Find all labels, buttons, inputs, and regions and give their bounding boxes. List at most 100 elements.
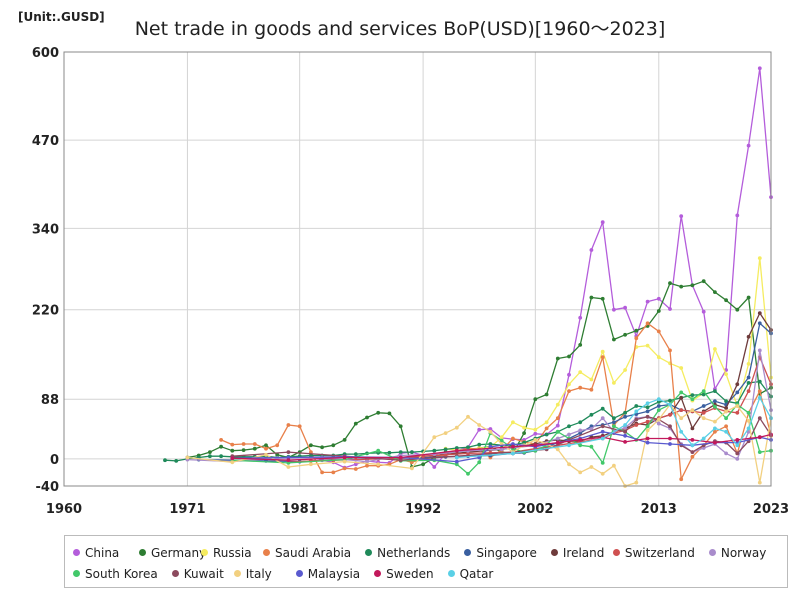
data-point-netherlands (724, 399, 728, 404)
data-point-south-korea (600, 461, 605, 465)
data-point-saudi-arabia (600, 355, 605, 360)
data-point-saudi-arabia (544, 426, 549, 431)
data-point-germany (735, 307, 740, 312)
data-point-ireland (735, 382, 740, 387)
data-point-china (600, 220, 605, 225)
legend-label: Norway (720, 545, 767, 560)
data-point-sweden (623, 440, 627, 444)
data-point-south-korea (713, 404, 717, 409)
data-point-russia (656, 355, 661, 360)
data-point-south-korea (589, 444, 594, 449)
y-tick-label: 88 (41, 393, 59, 408)
data-point-saudi-arabia (578, 385, 583, 390)
data-point-qatar (511, 451, 515, 456)
data-point-sweden (713, 440, 717, 445)
data-point-south-korea (701, 389, 706, 393)
data-point-china (735, 213, 740, 218)
data-point-sweden (511, 444, 515, 449)
grid-lines (63, 51, 772, 487)
data-point-germany (623, 332, 627, 337)
data-point-china (679, 214, 684, 219)
data-point-germany (724, 298, 728, 303)
data-point-netherlands (309, 453, 313, 458)
data-point-italy (634, 480, 639, 485)
data-point-norway (499, 447, 504, 452)
data-point-netherlands (522, 440, 526, 445)
data-point-saudi-arabia (410, 460, 414, 465)
data-point-qatar (668, 402, 672, 407)
data-point-germany (208, 450, 212, 454)
data-point-qatar (701, 436, 706, 441)
data-point-singapore (746, 375, 751, 380)
data-point-italy (690, 408, 695, 412)
data-point-china (757, 66, 762, 71)
legend-label: South Korea (85, 566, 158, 581)
data-point-china (555, 423, 560, 428)
data-point-china (578, 315, 583, 320)
data-point-china (668, 307, 672, 311)
legend-item-singapore: Singapore (464, 542, 537, 563)
series-line-russia (445, 257, 772, 451)
data-point-sweden (735, 438, 740, 442)
data-point-netherlands (488, 442, 493, 446)
series-russia (443, 256, 773, 452)
data-point-germany (275, 452, 280, 457)
legend-item-switzerland: Switzerland (612, 542, 695, 563)
series-line-malaysia (232, 431, 772, 463)
data-point-germany (342, 438, 347, 442)
data-point-netherlands (713, 389, 717, 393)
data-point-ireland (690, 426, 695, 431)
legend-label: Italy (245, 566, 272, 581)
data-point-china (746, 143, 751, 148)
data-point-south-korea (690, 397, 695, 402)
data-point-saudi-arabia (668, 348, 672, 353)
data-point-germany (331, 443, 336, 448)
data-point-south-korea (724, 416, 728, 421)
data-point-italy (555, 447, 560, 452)
data-point-south-korea (746, 410, 751, 415)
data-point-italy (757, 480, 762, 485)
plot-frame (63, 51, 772, 487)
legend-marker-icon (295, 570, 303, 577)
data-point-netherlands (645, 405, 650, 410)
data-point-netherlands (623, 410, 627, 415)
data-point-germany (600, 296, 605, 301)
series-line-sweden (232, 433, 772, 461)
data-point-singapore (623, 414, 627, 419)
x-tick-label: 2013 (641, 502, 677, 517)
y-tick-label: 340 (32, 222, 59, 237)
data-point-saudi-arabia (724, 424, 728, 429)
y-tick-label: 0 (50, 453, 59, 468)
data-point-singapore (757, 321, 762, 326)
data-point-russia (533, 427, 538, 432)
data-point-germany (701, 279, 706, 284)
data-point-kuwait (398, 458, 403, 463)
data-point-china (353, 462, 358, 467)
data-point-sweden (668, 436, 672, 441)
data-point-germany (567, 354, 571, 359)
data-point-russia (511, 420, 515, 425)
data-point-germany (264, 443, 268, 448)
data-point-netherlands (578, 420, 583, 425)
data-point-norway (701, 446, 706, 450)
legend-marker-icon (708, 549, 716, 556)
data-point-norway (623, 425, 627, 430)
data-point-ireland (724, 406, 728, 410)
data-point-italy (645, 428, 650, 433)
data-point-saudi-arabia (567, 389, 571, 393)
data-point-italy (185, 455, 190, 460)
data-point-switzerland (679, 408, 684, 412)
legend-label: Kuwait (183, 566, 224, 581)
data-point-qatar (757, 395, 762, 400)
legend-label: Malaysia (307, 566, 361, 581)
data-point-china (567, 372, 571, 377)
legend-marker-icon (171, 570, 179, 577)
data-point-italy (230, 460, 235, 465)
data-point-netherlands (454, 446, 459, 450)
y-tick-label: 470 (32, 134, 59, 149)
data-point-norway (365, 459, 369, 464)
data-point-sweden (690, 438, 695, 442)
data-point-saudi-arabia (555, 416, 560, 421)
data-point-ireland (757, 311, 762, 315)
